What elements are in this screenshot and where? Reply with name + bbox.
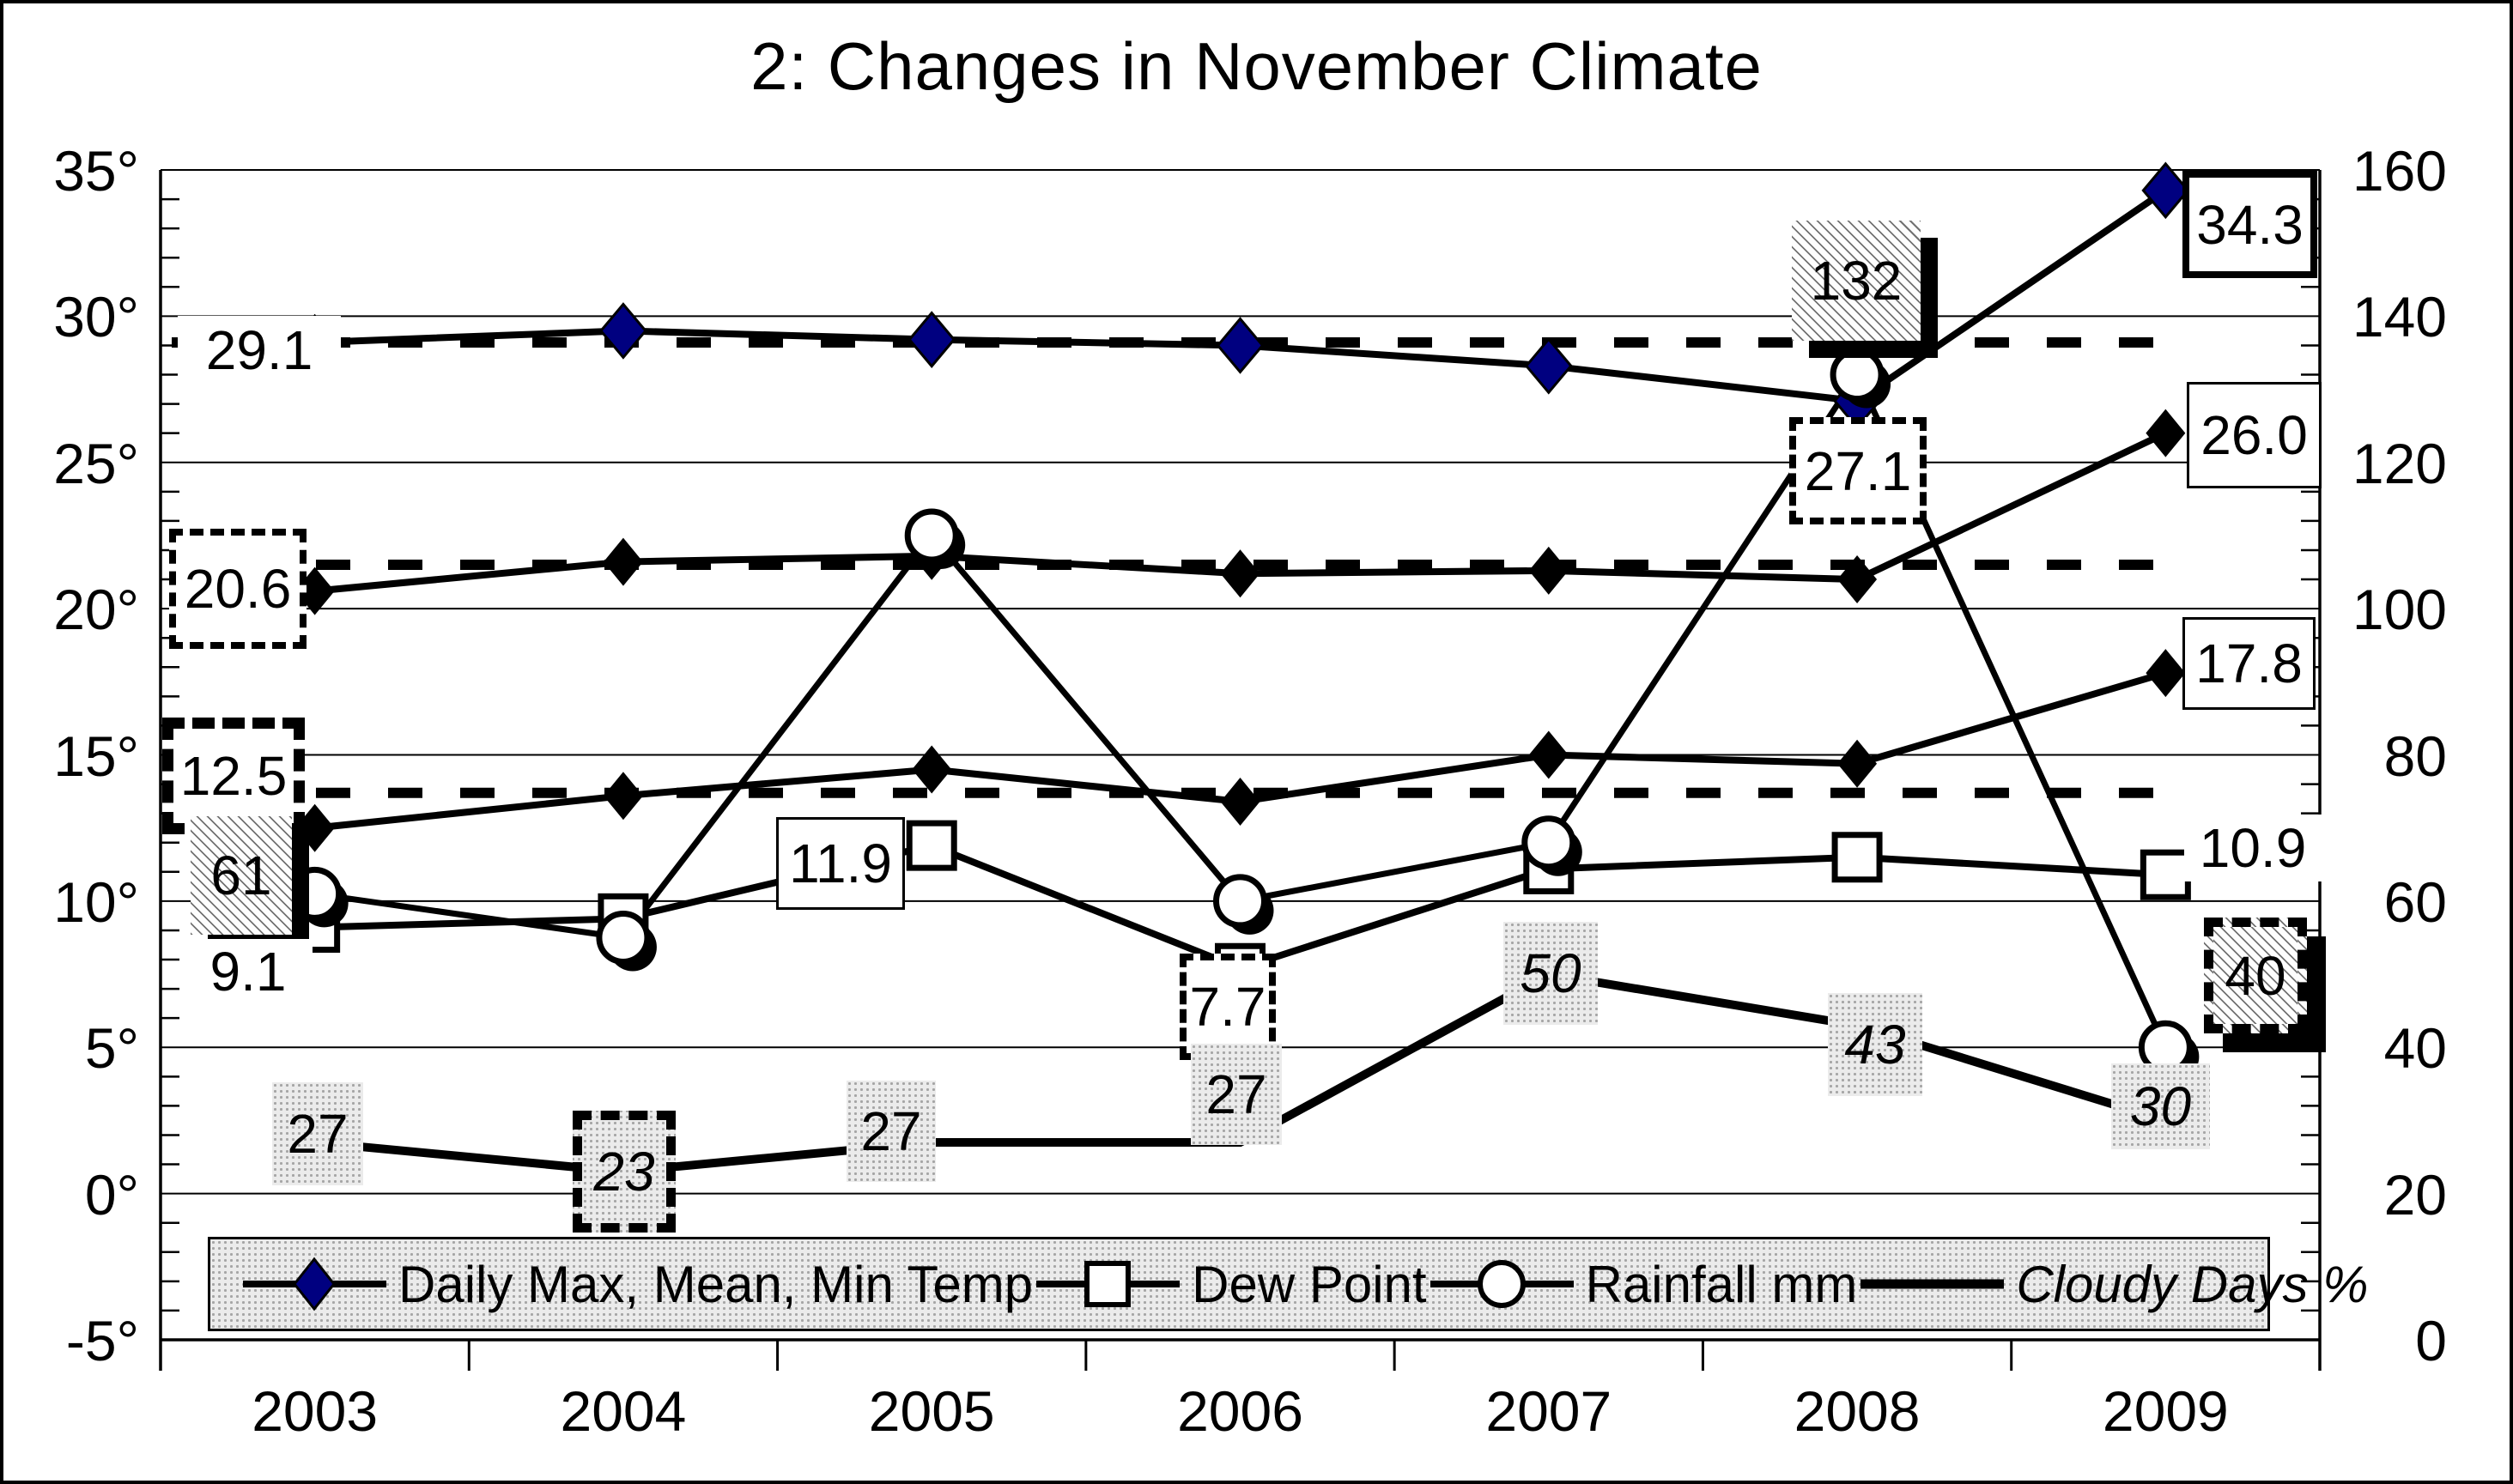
left-axis-tick-label: 15° (53, 724, 139, 788)
legend-label: Dew Point (1192, 1255, 1427, 1313)
left-axis-tick-label: 10° (53, 869, 139, 934)
data-label: 61 (191, 816, 292, 935)
data-label: 17.8 (2182, 617, 2316, 710)
diamond-marker (294, 803, 335, 852)
right-axis-tick-label: 80 (2383, 724, 2447, 788)
left-axis-tick-label: -5° (65, 1309, 139, 1372)
data-label: 26.0 (2187, 382, 2322, 488)
square-marker (1831, 832, 1883, 883)
diamond-marker (2141, 161, 2190, 220)
legend-label: Cloudy Days % (2016, 1255, 2369, 1313)
data-label: 27.1 (1789, 417, 1927, 524)
chart-title: 2: Changes in November Climate (750, 28, 1763, 104)
data-label: 27 (847, 1081, 936, 1182)
data-label: 20.6 (169, 529, 307, 649)
left-axis-tick-label: 0° (84, 1162, 139, 1227)
data-label: 40 (2204, 918, 2307, 1033)
legend-item: Rainfall mm (1427, 1254, 1858, 1314)
circle-marker (288, 866, 343, 921)
year-label: 2009 (2102, 1379, 2229, 1443)
legend-label: Daily Max, Mean, Min Temp (398, 1255, 1034, 1313)
data-label: 29.1 (178, 316, 341, 385)
diamond-navy-legend-icon (243, 1257, 386, 1311)
left-axis-tick-label: 35° (53, 139, 139, 203)
data-label: 12.5 (162, 718, 305, 834)
diamond-marker (1528, 546, 1569, 595)
right-axis-tick-label: 20 (2383, 1162, 2447, 1227)
diamond-marker (1837, 739, 1878, 788)
right-axis-tick-label: 160 (2352, 139, 2447, 203)
diamond-marker (1220, 549, 1260, 598)
data-label: 30 (2111, 1063, 2210, 1149)
year-label: 2008 (1794, 1379, 1921, 1443)
diamond-marker (603, 772, 643, 821)
diamond-marker (1216, 317, 1265, 374)
diamond-marker (1524, 336, 1573, 395)
circle-marker (1213, 874, 1267, 929)
right-axis-tick-label: 40 (2383, 1016, 2447, 1081)
legend-item: Daily Max, Mean, Min Temp (240, 1254, 1033, 1314)
data-label: 27 (1191, 1044, 1282, 1145)
data-label: 34.3 (2182, 171, 2317, 278)
diamond-marker (1528, 730, 1569, 779)
diamond-marker (1220, 778, 1260, 827)
diamond-marker (1837, 555, 1878, 604)
diamond-marker (603, 537, 643, 586)
data-label: 9.1 (184, 939, 313, 1003)
data-label: 50 (1503, 922, 1598, 1025)
circle-marker (904, 508, 959, 563)
right-axis-tick-label: 140 (2352, 285, 2447, 349)
data-label: 23 (573, 1111, 676, 1233)
square-marker (906, 820, 957, 871)
left-axis-tick-label: 5° (84, 1016, 139, 1081)
circle-marker (596, 910, 651, 965)
year-label: 2003 (252, 1379, 379, 1443)
circle-marker (1521, 815, 1576, 870)
data-label: 132 (1792, 221, 1921, 341)
right-axis-tick-label: 60 (2383, 869, 2447, 934)
legend-item: Dew Point (1033, 1254, 1427, 1314)
year-label: 2005 (868, 1379, 995, 1443)
left-axis-tick-label: 20° (53, 578, 139, 642)
data-label: 43 (1828, 993, 1922, 1096)
year-label: 2007 (1485, 1379, 1612, 1443)
left-axis-tick-label: 25° (53, 431, 139, 495)
square-legend-icon (1036, 1261, 1181, 1307)
left-axis-tick-label: 30° (53, 285, 139, 349)
year-label: 2004 (560, 1379, 687, 1443)
data-label: 10.9 (2184, 815, 2322, 881)
right-axis-tick-label: 120 (2352, 431, 2447, 495)
right-axis-tick-label: 0 (2415, 1309, 2447, 1372)
legend: Daily Max, Mean, Min Temp Dew Point Rainfa… (208, 1237, 2369, 1331)
legend-label: Rainfall mm (1585, 1255, 1858, 1313)
right-axis-tick-label: 100 (2352, 578, 2447, 642)
line-legend-icon (1860, 1279, 2005, 1289)
circle-legend-icon (1429, 1260, 1574, 1308)
diamond-marker (598, 302, 647, 360)
circle-marker (1830, 348, 1885, 403)
data-label: 11.9 (776, 817, 905, 910)
year-label: 2006 (1177, 1379, 1303, 1443)
diamond-marker (912, 745, 952, 794)
data-label: 27 (272, 1082, 363, 1185)
diamond-marker (2146, 649, 2186, 698)
square-marker (2140, 849, 2191, 900)
diamond-marker (2146, 409, 2186, 457)
legend-item: Cloudy Days % (1857, 1254, 2369, 1314)
diamond-marker (907, 311, 956, 368)
